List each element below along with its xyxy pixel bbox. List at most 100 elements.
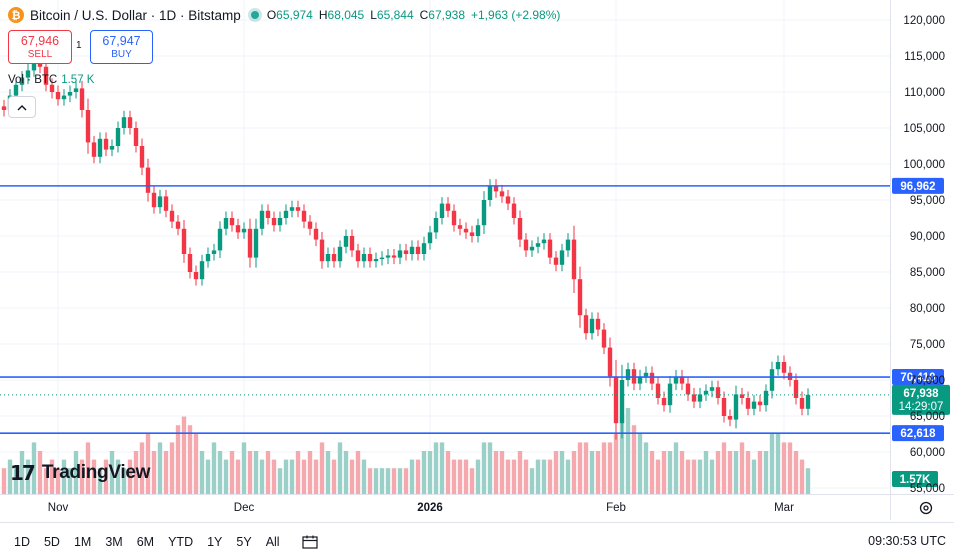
candle [535, 236, 541, 254]
sell-button[interactable]: 67,946 SELL [8, 30, 72, 64]
price-axis: 55,000 60,000 65,000 70,000 75,000 80,000 85,0… [890, 0, 945, 520]
candle-body [571, 239, 577, 280]
candle-body [595, 318, 601, 330]
volume-bar [553, 451, 559, 494]
candle-body [703, 390, 709, 395]
candle-body [295, 207, 301, 211]
candle-body [271, 218, 277, 226]
volume-bar [691, 459, 697, 494]
candle-body [613, 376, 619, 424]
gear-icon[interactable] [917, 499, 935, 517]
candle-body [397, 250, 403, 258]
candle [43, 60, 49, 92]
volume-bar [523, 459, 529, 494]
range-button-5y[interactable]: 5Y [236, 534, 252, 549]
candle-body [169, 210, 175, 222]
range-button-6m[interactable]: 6M [136, 534, 155, 549]
volume-bar [805, 468, 811, 494]
horizontal-line-label: 62,618 [900, 428, 936, 440]
candle [505, 189, 511, 211]
volume-legend[interactable]: Vol · BTC 1.57 K [8, 74, 94, 86]
range-button-3m[interactable]: 3M [105, 534, 123, 549]
volume-bar [709, 459, 715, 494]
candle-body [463, 228, 469, 233]
range-button-1d[interactable]: 1D [14, 534, 30, 549]
candle [523, 233, 529, 257]
candle-body [727, 416, 733, 420]
volume-bar [145, 433, 151, 494]
candle [589, 312, 595, 340]
candle [769, 361, 775, 399]
range-button-ytd[interactable]: YTD [168, 534, 194, 549]
time-tick-label: Feb [606, 502, 626, 514]
volume-bar [499, 451, 505, 494]
volume-bar [139, 442, 145, 494]
volume-bar [61, 459, 67, 494]
utc-clock[interactable]: 09:30:53 UTC [868, 534, 946, 548]
candle-body [649, 372, 655, 384]
volume-bar [127, 459, 133, 494]
candle [121, 110, 127, 135]
time-tick-label: Dec [234, 502, 255, 514]
sell-price: 67,946 [20, 34, 60, 48]
range-button-5d[interactable]: 5D [43, 534, 60, 549]
bottom-toolbar: 1D 5D 1M 3M 6M YTD 1Y 5Y All 09:30:53 UTC [0, 530, 954, 553]
candle-body [313, 228, 319, 240]
collapse-legend-button[interactable] [8, 96, 36, 118]
candle-body [265, 210, 271, 218]
horizontal-line-label: 96,962 [900, 181, 935, 193]
volume-bars [1, 408, 811, 494]
candle [241, 222, 247, 239]
price-tick-label: 75,000 [910, 339, 945, 351]
volume-bar [535, 459, 541, 494]
candle [763, 384, 769, 412]
volume-bar [385, 468, 391, 494]
candle [127, 110, 133, 135]
candle-body [133, 128, 139, 146]
range-button-all[interactable]: All [265, 534, 280, 549]
calendar-icon[interactable] [301, 535, 318, 549]
candle-body [205, 254, 211, 262]
volume-bar [475, 459, 481, 494]
candle [601, 323, 607, 355]
candle-body [13, 84, 19, 96]
candle [739, 387, 745, 405]
volume-bar [25, 459, 31, 494]
range-button-1m[interactable]: 1M [73, 534, 92, 549]
candle [25, 63, 31, 85]
ohlc-values: O65,974 H68,045 L65,844 C67,938 +1,963 (+2.9… [267, 8, 567, 22]
volume-bar [121, 468, 127, 494]
grid [0, 0, 890, 494]
candle-body [499, 191, 505, 197]
candle-body [301, 210, 307, 222]
tradingview-logo[interactable]: 17 TradingView [10, 461, 150, 485]
candle [649, 366, 655, 391]
volume-bar [415, 459, 421, 494]
buy-button[interactable]: 67,947 BUY [90, 30, 153, 64]
candle-body [709, 387, 715, 391]
volume-bar [433, 442, 439, 494]
candle [235, 218, 241, 239]
volume-bar [529, 468, 535, 494]
volume-bar [439, 442, 445, 494]
candle-body [67, 92, 73, 96]
volume-bar [643, 442, 649, 494]
candle-body [679, 376, 685, 384]
candle [391, 248, 397, 265]
candle [139, 138, 145, 176]
candle [475, 218, 481, 243]
volume-bar [397, 468, 403, 494]
candle [451, 204, 457, 232]
volume-bar [205, 459, 211, 494]
candle-body [247, 228, 253, 258]
candle [793, 373, 799, 405]
symbol-title[interactable]: Bitcoin / U.S. Dollar · 1D · Bitstamp [30, 7, 241, 23]
volume-bar [355, 451, 361, 494]
volume-bar [193, 433, 199, 494]
volume-bar [517, 451, 523, 494]
range-button-1y[interactable]: 1Y [207, 534, 223, 549]
candle-body [379, 257, 385, 260]
volume-bar [379, 468, 385, 494]
candle [697, 387, 703, 409]
